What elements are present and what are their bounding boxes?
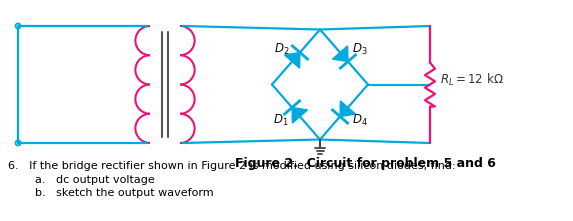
Polygon shape <box>340 101 355 116</box>
Text: $D_2$: $D_2$ <box>274 42 290 57</box>
Text: a.   dc output voltage: a. dc output voltage <box>35 175 155 185</box>
Text: $D_1$: $D_1$ <box>273 112 289 128</box>
Polygon shape <box>332 46 348 61</box>
Polygon shape <box>292 107 308 123</box>
Text: b.   sketch the output waveform: b. sketch the output waveform <box>35 188 214 198</box>
Text: 6.   If the bridge rectifier shown in Figure 2 is modified using silicon diodes,: 6. If the bridge rectifier shown in Figu… <box>8 161 456 171</box>
Text: Figure 2.  Circuit for problem 5 and 6: Figure 2. Circuit for problem 5 and 6 <box>234 157 496 170</box>
Text: $D_4$: $D_4$ <box>352 112 368 128</box>
Text: $D_3$: $D_3$ <box>352 42 368 57</box>
Text: $R_L = 12$ kΩ: $R_L = 12$ kΩ <box>440 71 504 88</box>
Polygon shape <box>285 52 300 68</box>
